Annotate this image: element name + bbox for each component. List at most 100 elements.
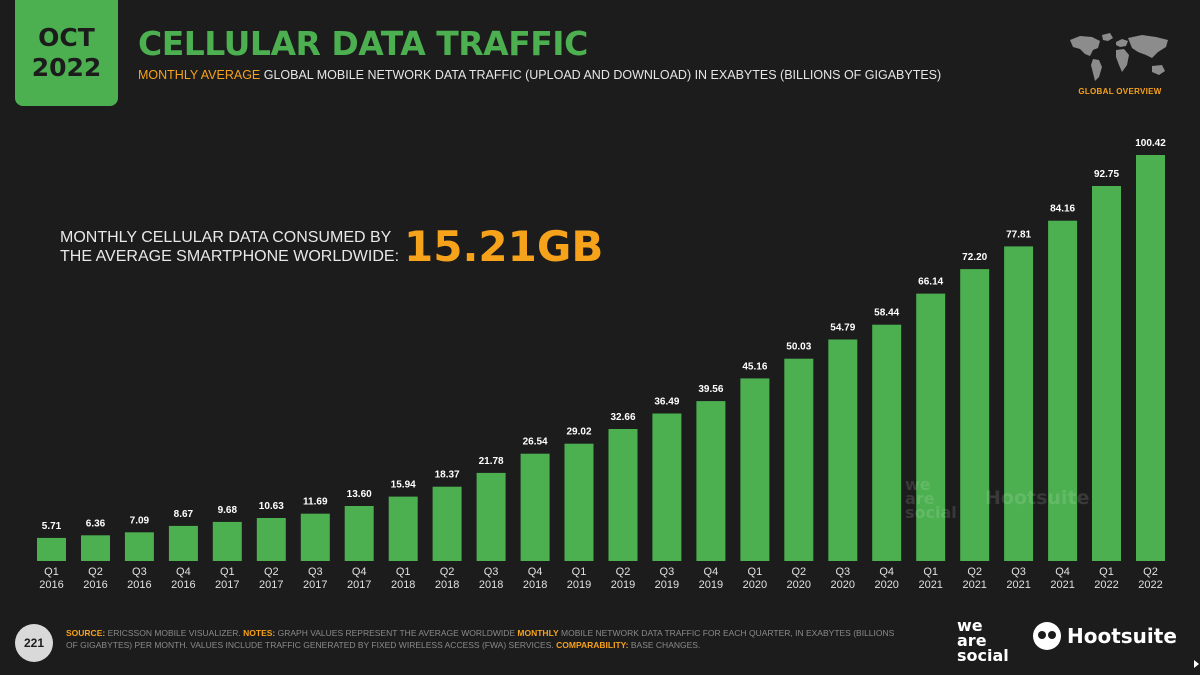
bar — [1092, 186, 1121, 561]
x-tick-quarter: Q4 — [879, 566, 894, 578]
bar — [916, 293, 946, 561]
subtitle-text: GLOBAL MOBILE NETWORK DATA TRAFFIC (UPLO… — [260, 68, 942, 82]
bar — [1136, 155, 1165, 561]
x-tick-quarter: Q2 — [1143, 566, 1158, 578]
bar — [300, 513, 330, 561]
x-tick-year: 2018 — [523, 579, 547, 591]
watermark-hootsuite: Hootsuite — [985, 487, 1090, 509]
page-title: CELLULAR DATA TRAFFIC — [138, 24, 588, 63]
x-tick-year: 2020 — [831, 579, 855, 591]
comparability-text: BASE CHANGES. — [628, 640, 701, 650]
x-tick-quarter: Q4 — [1055, 566, 1070, 578]
bar-value-label: 26.54 — [523, 437, 548, 448]
x-tick-quarter: Q4 — [176, 566, 191, 578]
date-badge: OCT 2022 — [15, 0, 118, 106]
x-tick-quarter: Q2 — [967, 566, 982, 578]
x-tick-year: 2016 — [39, 579, 63, 591]
comparability-label: COMPARABILITY: — [556, 640, 629, 650]
x-tick-quarter: Q3 — [308, 566, 323, 578]
x-tick-year: 2018 — [479, 579, 503, 591]
bar-value-label: 9.68 — [218, 505, 238, 516]
x-tick-quarter: Q3 — [660, 566, 675, 578]
bar — [872, 324, 902, 561]
x-tick-year: 2022 — [1138, 579, 1162, 591]
bar — [37, 537, 66, 561]
bar — [124, 532, 154, 561]
x-tick-year: 2016 — [83, 579, 107, 591]
hootsuite-logo: Hootsuite — [1033, 622, 1177, 650]
x-tick-quarter: Q4 — [528, 566, 543, 578]
bar-value-label: 6.36 — [86, 518, 106, 529]
bar — [476, 472, 506, 561]
x-tick-quarter: Q2 — [88, 566, 103, 578]
bar-value-label: 7.09 — [130, 515, 150, 526]
bar-value-label: 66.14 — [918, 277, 943, 288]
watermark-we: we — [905, 475, 931, 494]
bar-value-label: 54.79 — [830, 323, 855, 334]
owl-icon — [1033, 622, 1061, 650]
region-label: GLOBAL OVERVIEW — [1078, 87, 1162, 96]
logo-we: we — [957, 616, 983, 635]
bar — [168, 525, 198, 561]
x-tick-quarter: Q2 — [616, 566, 631, 578]
bar-value-label: 11.69 — [303, 497, 328, 508]
source-label: SOURCE: — [66, 628, 106, 638]
bar-value-label: 39.56 — [698, 384, 723, 395]
x-tick-year: 2020 — [743, 579, 767, 591]
x-tick-quarter: Q3 — [1011, 566, 1026, 578]
x-tick-year: 2017 — [215, 579, 239, 591]
x-tick-year: 2016 — [127, 579, 151, 591]
bar-chart: 5.71Q120166.36Q220167.09Q320168.67Q42016… — [37, 138, 1166, 591]
x-tick-quarter: Q1 — [396, 566, 411, 578]
x-tick-year: 2017 — [303, 579, 327, 591]
x-tick-quarter: Q1 — [923, 566, 938, 578]
notes-text-1: GRAPH VALUES REPRESENT THE AVERAGE WORLD… — [275, 628, 518, 638]
x-tick-quarter: Q2 — [440, 566, 455, 578]
footnote: SOURCE: ERICSSON MOBILE VISUALIZER. NOTE… — [66, 627, 906, 651]
x-tick-quarter: Q1 — [748, 566, 763, 578]
bar — [784, 358, 814, 561]
x-tick-quarter: Q2 — [791, 566, 806, 578]
bar-value-label: 5.71 — [42, 521, 62, 532]
x-tick-year: 2019 — [655, 579, 679, 591]
x-tick-year: 2022 — [1094, 579, 1118, 591]
x-tick-year: 2018 — [435, 579, 459, 591]
bar-value-label: 77.81 — [1006, 229, 1031, 240]
bar — [740, 378, 770, 561]
bar-value-label: 50.03 — [786, 342, 811, 353]
bar-value-label: 45.16 — [742, 361, 767, 372]
watermark-social: social — [905, 503, 957, 522]
bar — [1004, 246, 1034, 561]
notes-label: NOTES: — [243, 628, 276, 638]
bar-value-label: 21.78 — [479, 456, 504, 467]
bar — [564, 443, 594, 561]
bar-value-label: 92.75 — [1094, 169, 1119, 180]
bar-value-label: 18.37 — [435, 470, 460, 481]
bar — [828, 339, 858, 561]
bar-value-label: 32.66 — [610, 412, 635, 423]
x-tick-year: 2017 — [259, 579, 283, 591]
source-text: ERICSSON MOBILE VISUALIZER. — [105, 628, 244, 638]
x-tick-year: 2016 — [171, 579, 195, 591]
cursor-icon — [1194, 660, 1199, 668]
x-tick-year: 2018 — [391, 579, 415, 591]
callout-value: 15.21GB — [404, 222, 604, 271]
logo-are: are — [957, 631, 987, 650]
callout-line-1: MONTHLY CELLULAR DATA CONSUMED BY — [60, 229, 392, 246]
bar-value-label: 10.63 — [259, 501, 284, 512]
bar — [432, 486, 462, 561]
x-tick-quarter: Q1 — [44, 566, 59, 578]
x-tick-year: 2019 — [699, 579, 723, 591]
bar-value-label: 29.02 — [566, 427, 591, 438]
bar-value-label: 36.49 — [654, 397, 679, 408]
notes-text-2: MOBILE NETWORK DATA TRAFFIC FOR EACH QUA… — [66, 628, 895, 650]
x-tick-quarter: Q3 — [835, 566, 850, 578]
bar — [81, 535, 110, 561]
x-tick-quarter: Q3 — [132, 566, 147, 578]
bar-value-label: 8.67 — [174, 509, 194, 520]
x-tick-year: 2021 — [1050, 579, 1074, 591]
bar — [652, 413, 682, 561]
x-tick-quarter: Q1 — [220, 566, 235, 578]
bar-value-label: 72.20 — [962, 252, 987, 263]
world-map-icon — [1070, 33, 1168, 81]
